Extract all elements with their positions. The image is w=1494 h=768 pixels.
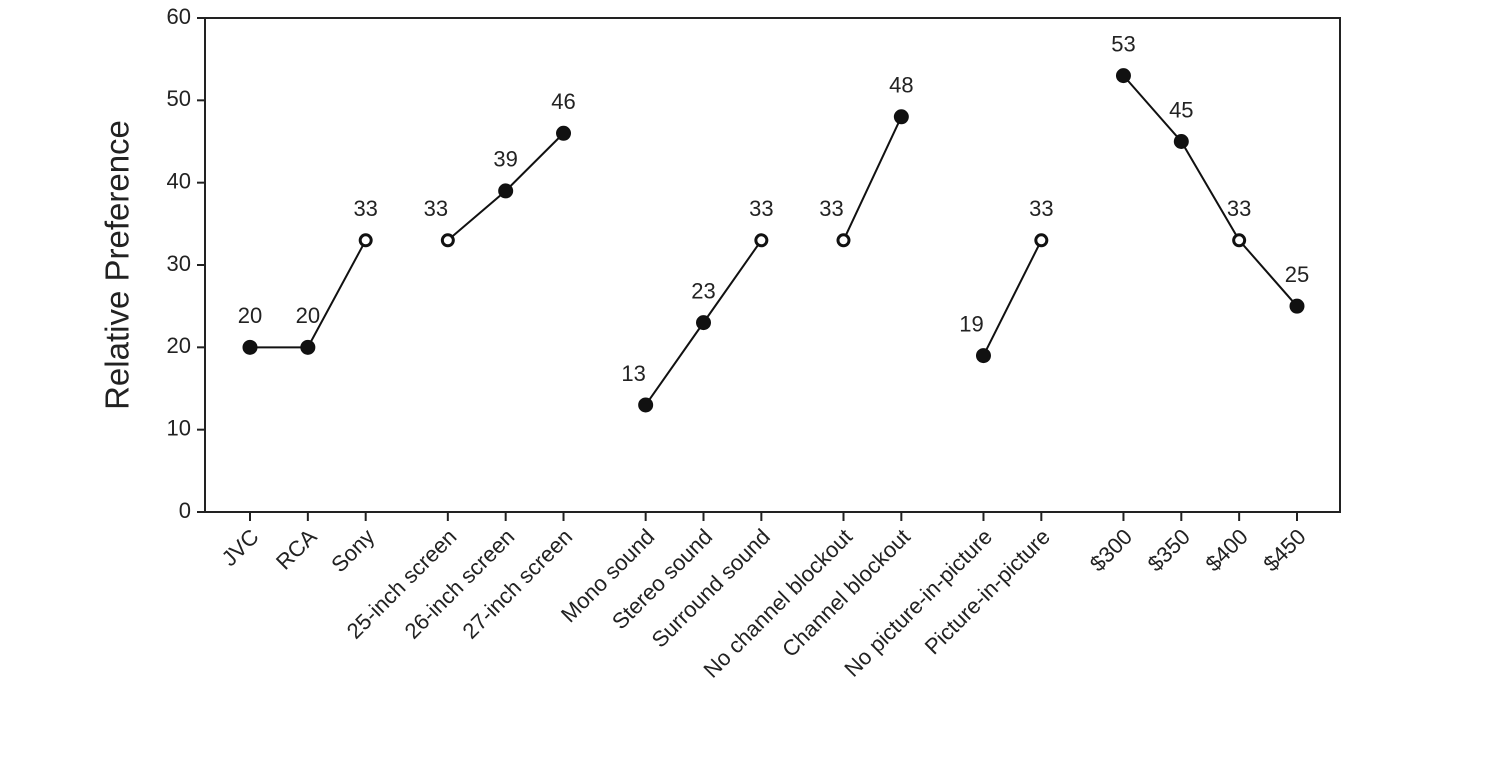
y-tick-label: 10: [167, 415, 191, 440]
filled-marker: [1289, 298, 1305, 314]
data-label: 33: [1227, 196, 1251, 221]
data-label: 48: [889, 73, 913, 98]
data-label: 33: [749, 196, 773, 221]
x-tick-label: $450: [1258, 524, 1310, 576]
x-tick-label: $300: [1085, 524, 1137, 576]
data-label: 39: [493, 147, 517, 172]
x-tick-label: Sony: [326, 524, 379, 577]
open-marker: [1232, 233, 1247, 248]
line: [250, 74, 1298, 406]
filled-marker: [696, 315, 712, 331]
data-label: 33: [819, 196, 843, 221]
data-label: 46: [551, 89, 575, 114]
open-marker: [440, 233, 455, 248]
y-tick-label: 40: [167, 168, 191, 193]
filled-marker: [498, 183, 514, 199]
data-label: 20: [296, 303, 320, 328]
data-label: 25: [1285, 262, 1309, 287]
x-tick-label: RCA: [271, 524, 322, 575]
plot-frame: [204, 17, 1341, 513]
x-tick-label: Stereo sound: [607, 524, 717, 634]
y-tick-label: 50: [167, 86, 191, 111]
data-label: 13: [621, 361, 645, 386]
filled-marker: [300, 339, 316, 355]
filled-marker: [1173, 134, 1189, 149]
y-axis-label: Relative Preference: [99, 120, 136, 410]
open-marker: [754, 233, 769, 248]
open-marker: [836, 233, 851, 248]
filled-marker: [556, 125, 572, 141]
y-tick-label: 0: [179, 498, 191, 523]
y-tick-label: 30: [167, 251, 191, 276]
data-label: 45: [1169, 97, 1193, 122]
filled-marker: [638, 397, 654, 413]
filled-marker: [975, 348, 991, 364]
data-label: 23: [691, 278, 715, 303]
data-label: 33: [424, 196, 448, 221]
open-marker: [358, 233, 373, 248]
open-marker: [1034, 233, 1049, 248]
y-tick-label: 20: [167, 333, 191, 358]
filled-marker: [1115, 68, 1131, 84]
x-tick-label: JVC: [217, 524, 264, 571]
y-tick-label: 60: [167, 4, 191, 29]
data-label: 33: [353, 196, 377, 221]
filled-marker: [242, 339, 258, 355]
x-tick-label: $350: [1143, 524, 1195, 576]
data-label: 53: [1111, 31, 1135, 56]
data-label: 33: [1029, 196, 1053, 221]
data-label: 19: [959, 311, 983, 336]
data-label: 20: [238, 303, 262, 328]
filled-marker: [893, 109, 909, 125]
x-tick-label: $400: [1201, 524, 1253, 576]
